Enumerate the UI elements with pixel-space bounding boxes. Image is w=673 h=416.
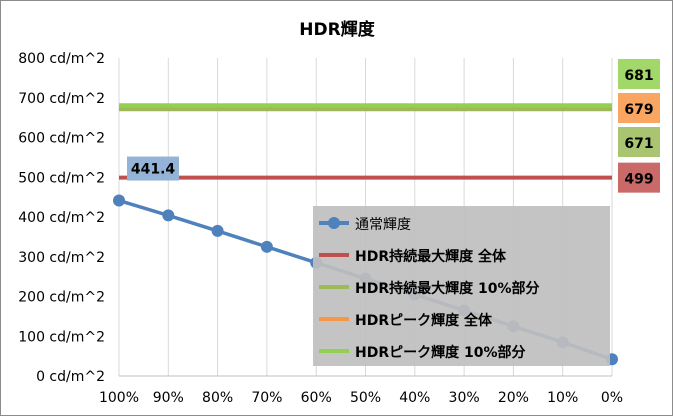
x-tick-30: 30% (449, 390, 480, 406)
data-point-90 (162, 209, 175, 222)
data-label-main: 441.4 (131, 162, 176, 178)
data-label-hdr-10: 671 (624, 136, 653, 152)
legend-label-1: HDR持続最大輝度 全体 (355, 248, 507, 265)
y-tick-500-cd-m-2: 500 cd/m^2 (18, 170, 105, 186)
x-tick-50: 50% (350, 390, 381, 406)
x-tick-20: 20% (498, 390, 529, 406)
data-label-box-hdr-10 (618, 59, 660, 89)
y-tick-200-cd-m-2: 200 cd/m^2 (18, 290, 105, 306)
data-point-80 (211, 224, 224, 237)
data-label-hdr-10: 681 (624, 68, 653, 84)
data-label-box-hdr (618, 162, 660, 193)
data-point-100 (113, 194, 125, 207)
data-label-hdr: 679 (624, 102, 653, 118)
data-label-box-hdr (618, 93, 660, 123)
reference-lines (119, 103, 612, 180)
x-tick-60: 60% (301, 390, 332, 406)
x-tick-40: 40% (399, 390, 430, 406)
x-axis-ticks: 100% 90% 80% 70% 60% 50% 40% 30% 20% 10% 0% (99, 390, 623, 406)
legend-box (313, 206, 610, 366)
x-tick-70: 70% (251, 390, 282, 406)
data-point-70 (260, 240, 273, 253)
y-tick-100-cd-m-2: 100 cd/m^2 (18, 329, 105, 345)
legend-marker-0 (328, 217, 340, 229)
legend-label-4: HDRピーク輝度 10%部分 (355, 344, 526, 361)
y-tick-400-cd-m-2: 400 cd/m^2 (18, 210, 105, 226)
y-tick-0-cd-m-2: 0 cd/m^2 (36, 369, 105, 385)
x-tick-0: 0% (601, 390, 623, 406)
y-tick-800-cd-m-2: 800 cd/m^2 (18, 51, 105, 67)
chart-title: HDR輝度 (299, 19, 375, 40)
y-tick-600-cd-m-2: 600 cd/m^2 (18, 131, 105, 147)
legend: 通常輝度 HDR持続最大輝度 全体 HDR持続最大輝度 10%部分 HDRピーク輝度 … (313, 206, 610, 366)
legend-label-0: 通常輝度 (355, 217, 411, 233)
y-tick-700-cd-m-2: 700 cd/m^2 (18, 91, 105, 107)
x-tick-90: 90% (153, 390, 184, 406)
y-tick-300-cd-m-2: 300 cd/m^2 (18, 250, 105, 266)
data-labels: 441.4 681 679 671 499 (127, 59, 660, 193)
x-tick-80: 80% (202, 390, 233, 406)
x-tick-10: 10% (547, 390, 578, 406)
data-label-hdr: 499 (624, 172, 653, 188)
data-label-box-hdr-10 (618, 127, 660, 157)
y-axis-ticks: 0 cd/m^2 100 cd/m^2 200 cd/m^2 300 cd/m^2 40… (18, 51, 105, 385)
legend-label-3: HDRピーク輝度 全体 (355, 312, 493, 329)
x-tick-100: 100% (99, 390, 139, 406)
legend-label-2: HDR持続最大輝度 10%部分 (355, 280, 540, 297)
data-label-box-main (127, 156, 179, 181)
